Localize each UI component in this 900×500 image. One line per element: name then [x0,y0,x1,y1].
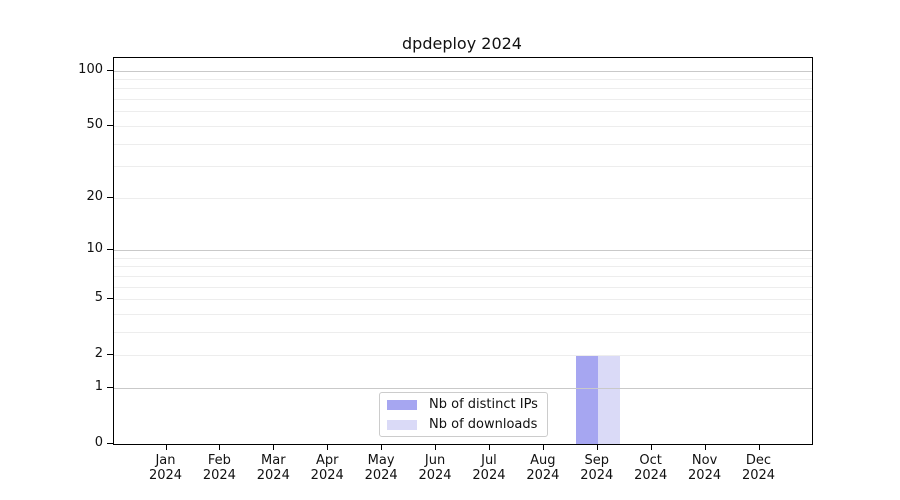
y-tick-label: 5 [94,290,103,306]
x-tick-label-apr: Apr 2024 [297,453,357,483]
minor-gridline [114,197,812,199]
minor-gridline [114,275,812,277]
minor-gridline [114,99,812,101]
x-tick-year: 2024 [310,468,344,483]
legend-item-distinct-ips: Nb of distinct IPs [387,396,547,413]
x-tick-label-sep: Sep 2024 [567,453,627,483]
x-tick-label-feb: Feb 2024 [189,453,249,483]
x-tick-month: Jan [155,453,176,468]
minor-gridline [114,143,812,145]
x-tick-month: Jul [481,453,497,468]
grid-layer [114,58,812,444]
x-tick-year: 2024 [472,468,506,483]
x-tick-year: 2024 [364,468,398,483]
y-tick-mark [107,196,113,198]
x-tick-year: 2024 [418,468,452,483]
x-tick-mark [381,444,383,450]
y-tick-label: 1 [94,378,103,394]
x-tick-mark [542,444,544,450]
x-tick-month: Mar [261,453,286,468]
x-tick-mark [758,444,760,450]
x-tick-month: Feb [207,453,231,468]
x-tick-year: 2024 [688,468,722,483]
x-tick-year: 2024 [580,468,614,483]
y-tick-label: 50 [86,116,103,132]
bar-sep-distinct-ips [575,355,598,444]
bar-sep-downloads [597,355,620,444]
x-tick-mark [165,444,167,450]
y-tick-label: 20 [86,188,103,204]
x-tick-year: 2024 [634,468,668,483]
x-tick-mark [488,444,490,450]
minor-gridline [114,125,812,127]
x-tick-label-mar: Mar 2024 [243,453,303,483]
minor-gridline [114,355,812,357]
x-tick-label-may: May 2024 [351,453,411,483]
y-tick-mark [107,248,113,250]
chart-title: dpdeploy 2024 [402,34,522,53]
y-tick-label: 100 [78,61,103,77]
x-tick-label-aug: Aug 2024 [513,453,573,483]
legend-item-downloads: Nb of downloads [387,416,547,433]
x-tick-month: Sep [584,453,610,468]
minor-gridline [114,286,812,288]
major-gridline [114,249,812,251]
x-tick-label-jul: Jul 2024 [459,453,519,483]
minor-gridline [114,111,812,113]
x-tick-mark [273,444,275,450]
y-tick-label: 0 [94,435,103,450]
x-tick-year: 2024 [526,468,560,483]
x-tick-mark [650,444,652,450]
x-tick-month: Dec [745,453,772,468]
minor-gridline [114,331,812,333]
x-tick-mark [327,444,329,450]
x-tick-label-jun: Jun 2024 [405,453,465,483]
x-tick-month: May [367,453,395,468]
x-tick-month: Apr [315,453,339,468]
legend-swatch-downloads [387,419,417,430]
x-tick-month: Oct [639,453,662,468]
minor-gridline [114,166,812,168]
y-tick-mark [107,354,113,356]
bars-layer [114,58,812,444]
x-tick-year: 2024 [741,468,776,483]
x-tick-month: Nov [691,453,718,468]
legend-label-downloads: Nb of downloads [429,417,538,432]
major-gridline [114,387,812,389]
minor-gridline [114,88,812,90]
legend: Nb of distinct IPs Nb of downloads [379,392,548,437]
minor-gridline [114,79,812,81]
y-tick-mark [107,298,113,300]
x-tick-year: 2024 [256,468,290,483]
minor-gridline [114,257,812,259]
minor-gridline [114,266,812,268]
y-tick-label: 2 [94,346,103,362]
legend-swatch-distinct-ips [387,399,417,410]
y-tick-mark [107,443,113,444]
y-tick-mark [107,124,113,126]
x-tick-mark [435,444,437,450]
x-tick-label-jan: Jan 2024 [136,453,196,483]
x-tick-label-nov: Nov 2024 [675,453,735,483]
y-tick-mark [107,386,113,388]
x-tick-month: Aug [530,453,556,468]
x-tick-year: 2024 [148,468,183,483]
minor-gridline [114,313,812,315]
minor-gridline [114,299,812,301]
x-tick-mark [219,444,221,450]
legend-label-distinct-ips: Nb of distinct IPs [429,397,538,412]
plot-area: Nb of distinct IPs Nb of downloads [113,57,813,445]
y-tick-mark [107,69,113,71]
x-tick-mark [704,444,706,450]
x-tick-year: 2024 [202,468,236,483]
x-tick-mark [596,444,598,450]
major-gridline [114,70,812,72]
x-tick-label-oct: Oct 2024 [621,453,681,483]
y-tick-label: 10 [86,240,103,256]
x-tick-month: Jun [424,453,446,468]
x-tick-label-dec: Dec 2024 [729,453,789,483]
